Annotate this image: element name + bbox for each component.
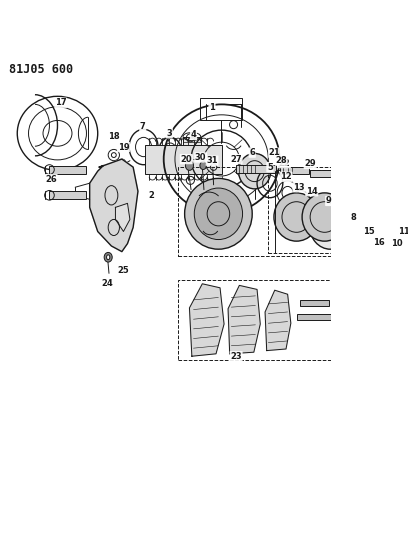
Bar (183, 136, 201, 169)
Text: 24: 24 (102, 279, 113, 288)
Bar (200, 98, 242, 120)
Text: 17: 17 (55, 98, 67, 107)
Text: 20: 20 (180, 155, 192, 164)
Text: 7: 7 (140, 123, 146, 132)
Text: 25: 25 (118, 265, 129, 274)
Text: 14: 14 (306, 187, 318, 196)
Text: 30: 30 (195, 153, 206, 162)
Text: 19: 19 (118, 142, 129, 151)
Text: 12: 12 (280, 172, 292, 181)
Text: 29: 29 (304, 159, 316, 168)
Text: 21: 21 (269, 148, 281, 157)
Ellipse shape (185, 160, 193, 171)
Text: 13: 13 (293, 183, 305, 192)
Bar (49, 166, 86, 174)
Bar (178, 280, 363, 360)
Text: 23: 23 (230, 352, 242, 361)
Ellipse shape (337, 219, 370, 257)
Text: 9: 9 (326, 197, 332, 205)
Ellipse shape (239, 154, 271, 189)
Polygon shape (228, 285, 260, 354)
Bar (300, 300, 329, 305)
Ellipse shape (302, 193, 347, 241)
Bar (310, 171, 333, 177)
Bar (280, 167, 309, 174)
Bar (145, 144, 222, 174)
Ellipse shape (106, 255, 110, 260)
Text: 27: 27 (230, 155, 242, 164)
Text: 15: 15 (363, 227, 375, 236)
Ellipse shape (185, 179, 252, 249)
Text: 2: 2 (149, 191, 155, 200)
Polygon shape (265, 290, 291, 351)
Bar (178, 167, 363, 256)
Circle shape (387, 258, 402, 272)
Text: 1: 1 (209, 103, 215, 112)
Text: 18: 18 (108, 132, 120, 141)
Text: 11: 11 (398, 227, 408, 236)
Text: 81J05 600: 81J05 600 (9, 62, 73, 76)
Text: 6: 6 (249, 148, 255, 157)
Text: 4: 4 (191, 131, 196, 140)
Text: 10: 10 (391, 239, 403, 248)
Ellipse shape (358, 237, 380, 264)
Text: 3: 3 (166, 129, 172, 138)
Text: 16: 16 (373, 238, 385, 247)
Bar (49, 191, 86, 199)
Bar (297, 313, 331, 320)
Ellipse shape (274, 193, 319, 241)
Ellipse shape (194, 188, 243, 239)
Bar (268, 169, 361, 253)
Ellipse shape (200, 161, 206, 169)
Text: 28: 28 (275, 156, 287, 165)
Text: 8: 8 (351, 213, 357, 222)
Bar (236, 165, 276, 173)
Ellipse shape (395, 248, 408, 266)
Polygon shape (189, 284, 224, 356)
Text: 31: 31 (206, 156, 218, 165)
Text: 22: 22 (279, 159, 290, 167)
Polygon shape (115, 203, 130, 231)
Text: 26: 26 (45, 175, 57, 184)
Ellipse shape (309, 201, 351, 249)
Text: 5: 5 (267, 163, 273, 172)
Ellipse shape (104, 253, 112, 262)
Polygon shape (90, 159, 138, 252)
